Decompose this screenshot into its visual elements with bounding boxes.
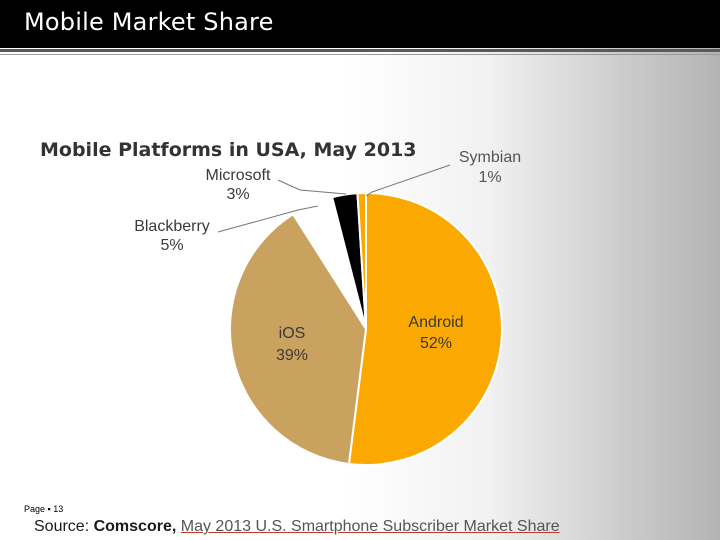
title-rule (0, 49, 720, 52)
source-line: Source: Comscore, May 2013 U.S. Smartpho… (34, 518, 560, 536)
slice-android (347, 191, 503, 466)
source-org: Comscore, (93, 518, 177, 535)
label-android-name: Android (408, 314, 463, 331)
label-ios-value: 39% (276, 347, 308, 364)
label-android-value: 52% (420, 335, 452, 352)
title-bar: Mobile Market Share (0, 0, 720, 48)
source-link[interactable]: May 2013 U.S. Smartphone Subscriber Mark… (180, 518, 560, 535)
chart-title: Mobile Platforms in USA, May 2013 (40, 139, 417, 161)
slice-symbian (356, 191, 367, 330)
label-symbian-value: 1% (478, 169, 501, 186)
page-number-label: Page (24, 504, 46, 514)
leader-line-blackberry (217, 205, 319, 233)
title-rule-thin (0, 54, 720, 55)
label-blackberry-value: 5% (160, 237, 183, 254)
label-microsoft-value: 3% (226, 186, 249, 203)
label-microsoft-name: Microsoft (206, 167, 271, 184)
pie-slices (229, 191, 503, 466)
label-symbian-name: Symbian (459, 149, 521, 166)
leader-line-symbian (365, 164, 451, 197)
page-number-value: 13 (53, 504, 64, 514)
slide-title: Mobile Market Share (24, 8, 274, 36)
leader-line-microsoft (277, 179, 347, 195)
source-prefix: Source: (34, 518, 94, 535)
page-number: Page ▪ 13 (24, 504, 64, 514)
label-ios-name: iOS (279, 325, 306, 342)
label-blackberry-name: Blackberry (134, 218, 210, 235)
